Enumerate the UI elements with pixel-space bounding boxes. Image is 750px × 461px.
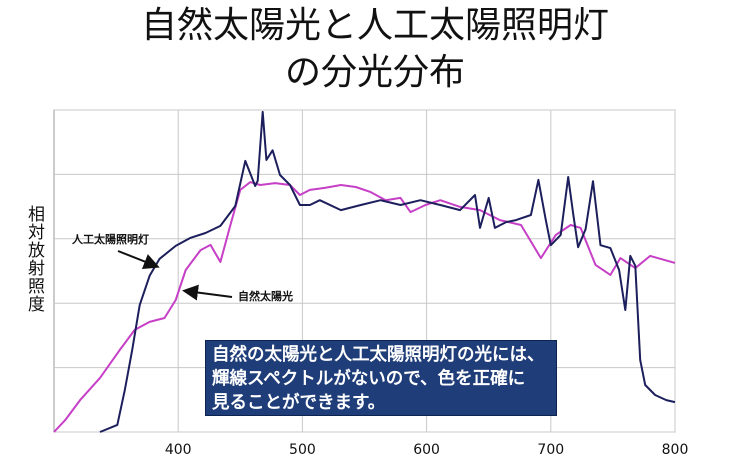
annotation-arrow bbox=[182, 284, 233, 301]
x-tick-label: 600 bbox=[413, 442, 440, 458]
y-axis-label: 相対放射照度 bbox=[24, 205, 44, 313]
annotation-arrow bbox=[117, 250, 160, 270]
x-tick-label: 500 bbox=[289, 442, 316, 458]
series-lines bbox=[53, 110, 676, 433]
info-text: 見ることができます。 bbox=[212, 393, 386, 413]
x-tick-label: 400 bbox=[165, 442, 192, 458]
info-box: 自然の太陽光と人工太陽照明灯の光には、 輝線スペクトルがないので、色を正確に 見るこ… bbox=[205, 340, 557, 416]
series-line bbox=[99, 110, 676, 433]
x-tick-label: 800 bbox=[662, 442, 689, 458]
info-text: 輝線スペクトルがないので、色を正確に bbox=[212, 369, 526, 389]
x-tick-label: 700 bbox=[537, 442, 564, 458]
info-text: 自然の太陽光と人工太陽照明灯の光には、 bbox=[212, 345, 545, 365]
series-annotation: 人工太陽照明灯 bbox=[71, 232, 149, 246]
series-line bbox=[53, 181, 676, 433]
series-annotation: 自然太陽光 bbox=[238, 289, 293, 303]
chart-title: 自然太陽光と人工太陽照明灯の分光分布 bbox=[140, 5, 609, 93]
